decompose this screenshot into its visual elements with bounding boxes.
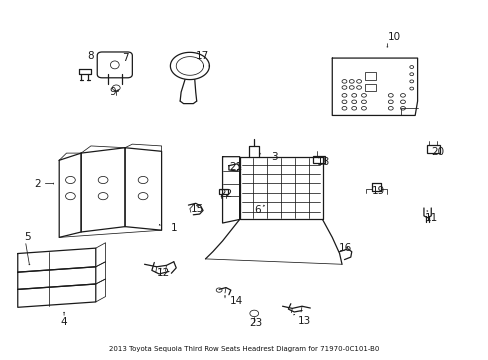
Text: 5: 5 xyxy=(24,232,31,242)
Text: 4: 4 xyxy=(61,317,67,327)
Text: 1: 1 xyxy=(170,224,177,233)
Text: 11: 11 xyxy=(424,213,437,222)
Text: 19: 19 xyxy=(371,186,385,197)
Bar xyxy=(427,145,439,153)
Text: 15: 15 xyxy=(190,204,203,214)
Text: 7: 7 xyxy=(122,53,128,63)
Bar xyxy=(365,84,375,91)
Text: 17: 17 xyxy=(195,51,208,61)
Text: 13: 13 xyxy=(298,316,311,325)
Text: 14: 14 xyxy=(229,296,243,306)
Bar xyxy=(219,189,227,194)
Text: 2: 2 xyxy=(34,179,41,189)
Bar xyxy=(365,72,375,80)
Text: 12: 12 xyxy=(157,268,170,278)
Text: 9: 9 xyxy=(109,87,115,97)
Text: 23: 23 xyxy=(249,319,262,328)
Text: 20: 20 xyxy=(430,147,443,157)
Text: 3: 3 xyxy=(271,152,277,162)
Text: 10: 10 xyxy=(386,32,400,42)
Text: 8: 8 xyxy=(87,51,94,61)
Text: 18: 18 xyxy=(316,157,329,167)
Text: 21: 21 xyxy=(228,162,242,172)
Text: 16: 16 xyxy=(338,243,352,253)
Text: 2013 Toyota Sequoia Third Row Seats Headrest Diagram for 71970-0C101-B0: 2013 Toyota Sequoia Third Row Seats Head… xyxy=(109,346,379,352)
Text: 6: 6 xyxy=(254,206,260,216)
Bar xyxy=(312,156,325,163)
Text: 22: 22 xyxy=(219,189,232,199)
